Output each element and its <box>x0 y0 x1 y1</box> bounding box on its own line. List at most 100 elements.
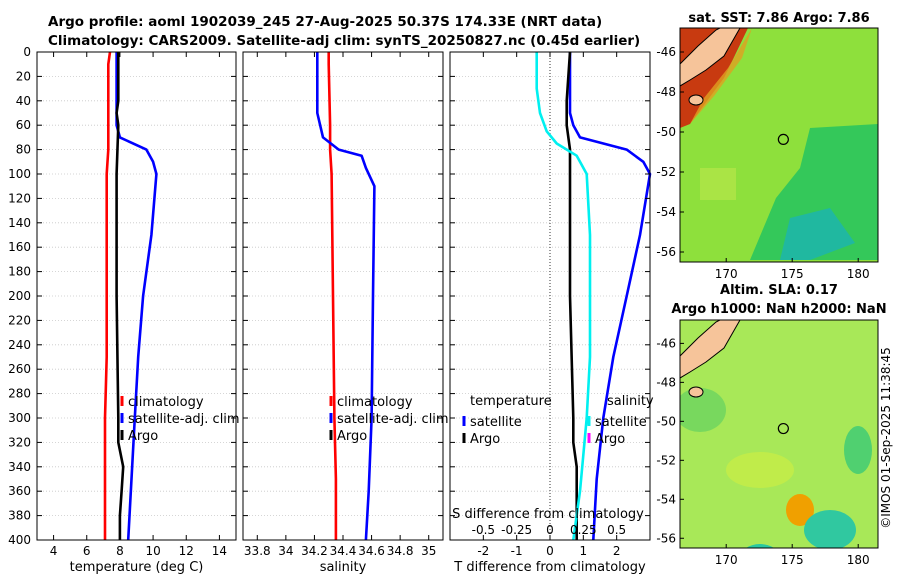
series-line-s-satellite <box>535 52 592 541</box>
y-tick-label: 80 <box>16 143 31 157</box>
land-stewart-island <box>688 386 704 398</box>
y-tick-label: 380 <box>8 509 31 523</box>
y-tick-label: 400 <box>8 533 31 547</box>
map-x-tick-label: 180 <box>847 267 870 281</box>
x-tick-label: 33.8 <box>244 544 271 558</box>
series-line-satellite-adj-clim <box>315 52 376 541</box>
profile-location-marker <box>777 422 789 435</box>
x-axis-label: salinity <box>320 560 367 575</box>
map-y-tick-label: -46 <box>656 336 676 350</box>
legend-label: satellite-adj. clim <box>337 412 449 427</box>
land-new-zealand <box>680 320 741 379</box>
x-tick-label: 34 <box>278 544 293 558</box>
y-tick-label: 100 <box>8 167 31 181</box>
x-tick-label: 8 <box>116 544 124 558</box>
map-y-tick-label: -46 <box>656 45 676 59</box>
map-x-tick-label: 170 <box>715 553 738 567</box>
sla-background <box>680 320 878 548</box>
sla-high <box>726 452 794 488</box>
x-tick-label: 2 <box>613 544 621 558</box>
x-tick-label: 1 <box>580 544 588 558</box>
x-tick-label: 4 <box>50 544 58 558</box>
legend-label: Argo <box>128 429 158 444</box>
y-tick-label: 320 <box>8 435 31 449</box>
legend-title: temperature <box>470 394 552 409</box>
map-x-tick-label: 180 <box>847 553 870 567</box>
map-x-tick-label: 175 <box>781 553 804 567</box>
y-tick-label: 0 <box>23 45 31 59</box>
series-line-argo <box>115 52 125 540</box>
y-tick-label: 60 <box>16 118 31 132</box>
sla-low-2 <box>844 426 872 474</box>
y-tick-label: 340 <box>8 460 31 474</box>
legend-label: satellite <box>595 415 647 430</box>
sst-patch <box>700 168 736 200</box>
secondary-x-tick-label: -0.25 <box>501 523 532 537</box>
legend-title: salinity <box>607 394 654 409</box>
x-tick-label: 34.4 <box>330 544 357 558</box>
sla-trough <box>804 510 856 548</box>
sla-peak <box>786 494 814 526</box>
x-tick-label: 35 <box>421 544 436 558</box>
x-tick-label: 0 <box>546 544 554 558</box>
y-tick-label: 140 <box>8 216 31 230</box>
map-y-tick-label: -56 <box>656 245 676 259</box>
y-tick-label: 280 <box>8 387 31 401</box>
legend-label: satellite <box>470 415 522 430</box>
map-y-tick-label: -54 <box>656 492 676 506</box>
y-tick-label: 180 <box>8 265 31 279</box>
x-tick-label: 12 <box>179 544 194 558</box>
x-tick-label: 10 <box>145 544 160 558</box>
secondary-x-tick-label: 0 <box>546 523 554 537</box>
land-stewart-island <box>688 94 704 106</box>
timestamp-stamp: ©IMOS 01-Sep-2025 11:38:45 <box>879 347 893 529</box>
map-y-tick-label: -56 <box>656 531 676 545</box>
y-tick-label: 160 <box>8 240 31 254</box>
y-tick-label: 20 <box>16 69 31 83</box>
y-tick-label: 260 <box>8 362 31 376</box>
land-new-zealand <box>680 28 741 87</box>
legend-label: Argo <box>470 432 500 447</box>
series-line-climatology <box>103 51 112 540</box>
legend-label: satellite-adj. clim <box>128 412 240 427</box>
y-tick-label: 40 <box>16 94 31 108</box>
sst-cool-region <box>750 124 878 260</box>
secondary-x-tick-label: -0.5 <box>472 523 495 537</box>
x-tick-label: 6 <box>83 544 91 558</box>
sst-cold-patch <box>780 208 855 260</box>
map-y-tick-label: -48 <box>656 85 676 99</box>
map-x-tick-label: 175 <box>781 267 804 281</box>
map-field <box>680 28 878 262</box>
figure-title-line2: Climatology: CARS2009. Satellite-adj cli… <box>48 33 641 49</box>
map-x-tick-label: 170 <box>715 267 738 281</box>
panel-salinity: 33.8 34 34.2 34.4 34.6 34.8 35 salinity climatol… <box>242 51 449 575</box>
map-field <box>680 320 878 548</box>
panel-difference: -2 -1 0 1 2 T difference from climatology temp… <box>449 51 654 575</box>
profile-location-marker <box>777 133 789 145</box>
y-tick-label: 220 <box>8 313 31 327</box>
sla-low <box>680 388 726 432</box>
legend-label: climatology <box>128 395 204 410</box>
panel-altimetry-sla-map: 170 175 180 -46 -48 -50 -52 -54 -56 Altim. SLA: 0… <box>656 283 886 567</box>
map-y-tick-label: -50 <box>656 125 676 139</box>
y-tick-label: 120 <box>8 191 31 205</box>
legend-label: climatology <box>337 395 413 410</box>
y-tick-label: 200 <box>8 289 31 303</box>
map-frame <box>679 27 879 263</box>
map-title: Argo h1000: NaN h2000: NaN <box>671 302 886 317</box>
map-y-tick-label: -50 <box>656 414 676 428</box>
y-tick-label: 300 <box>8 411 31 425</box>
map-y-tick-label: -52 <box>656 453 676 467</box>
secondary-x-tick-label: 0.5 <box>607 523 626 537</box>
sst-warm-edge <box>690 28 752 124</box>
figure-title-line1: Argo profile: aoml 1902039_245 27-Aug-20… <box>48 14 603 30</box>
x-tick-label: 14 <box>212 544 227 558</box>
panel-temperature: 4 6 8 10 12 14 temperature (deg C) 0 20 40 60 80 100… <box>8 45 240 575</box>
map-y-tick-label: -48 <box>656 375 676 389</box>
map-y-tick-label: -54 <box>656 205 676 219</box>
secondary-x-tick-label: 0.25 <box>570 523 597 537</box>
x-tick-label: 34.2 <box>301 544 328 558</box>
series-line-t-argo <box>565 51 579 540</box>
